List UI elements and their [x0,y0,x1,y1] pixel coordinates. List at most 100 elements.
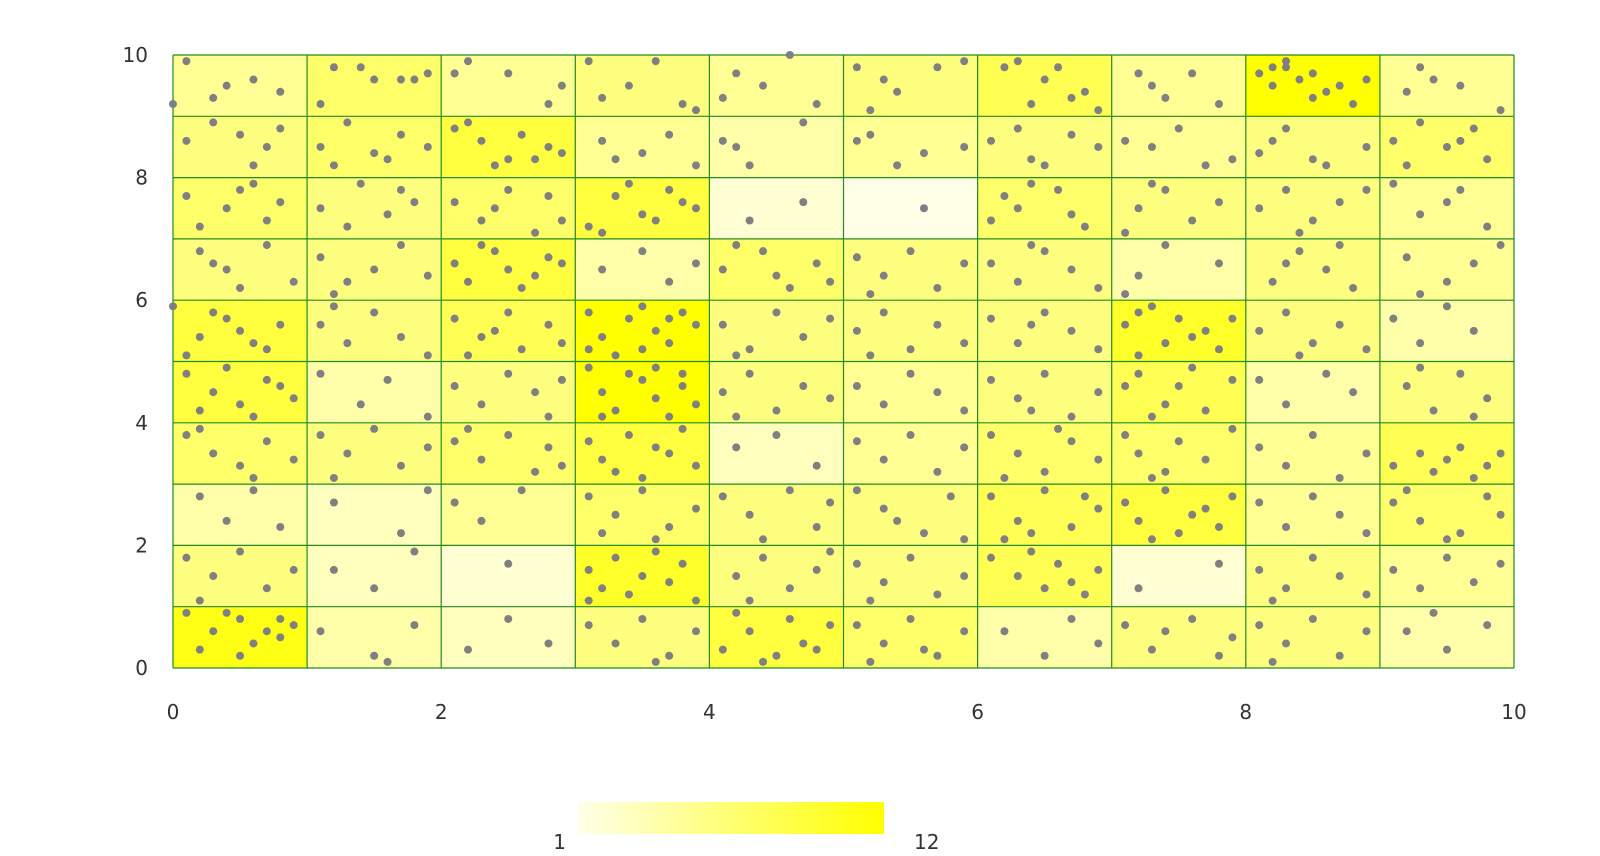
scatter-point [1295,228,1304,237]
grid-lines [172,54,1515,669]
scatter-point [222,363,231,372]
y-tick-label: 6 [135,288,148,312]
scatter-point [651,547,660,556]
scatter-point [1429,75,1438,84]
scatter-point [1067,210,1076,219]
scatter-point [1295,247,1304,256]
scatter-point [960,339,969,348]
scatter-point [638,473,647,482]
scatter-point [1013,572,1022,581]
scatter-point [718,320,727,329]
scatter-point [1362,185,1371,194]
scatter-point [691,259,700,268]
scatter-point [745,369,754,378]
heatmap-cell [441,484,576,546]
scatter-point [879,455,888,464]
scatter-point [893,516,902,525]
scatter-point [182,57,191,66]
scatter-point [1147,645,1156,654]
scatter-point [490,326,499,335]
scatter-point [598,228,607,237]
scatter-point [1214,100,1223,109]
scatter-point [718,492,727,501]
scatter-point [450,314,459,323]
scatter-point [1121,136,1130,145]
scatter-point [477,332,486,341]
scatter-point [195,247,204,256]
scatter-point [1214,259,1223,268]
scatter-point [1255,565,1264,574]
scatter-point [732,142,741,151]
heatmap-cell [709,484,844,546]
scatter-point [276,633,285,642]
visual-map-bar[interactable] [578,802,884,834]
scatter-point [504,265,513,274]
scatter-point [1040,584,1049,593]
scatter-point [1161,400,1170,409]
scatter-point [691,461,700,470]
scatter-point [718,136,727,145]
scatter-point [812,461,821,470]
scatter-point [289,621,298,630]
scatter-point [316,100,325,109]
heatmap-cell [1379,422,1514,485]
scatter-point [906,614,915,623]
scatter-point [866,106,875,115]
scatter-point [531,155,540,164]
scatter-point [1147,81,1156,90]
visual-map[interactable]: 1 12 [553,802,939,854]
scatter-point [370,308,379,317]
scatter-point [1469,326,1478,335]
scatter-point [1268,657,1277,666]
scatter-point [1040,486,1049,495]
scatter-point [584,621,593,630]
scatter-point [665,314,674,323]
scatter-point [665,523,674,532]
scatter-point [826,314,835,323]
scatter-point [1442,535,1451,544]
scatter-point [222,204,231,213]
heatmap-cell [843,116,978,178]
scatter-point [960,57,969,66]
scatter-point [1013,277,1022,286]
scatter-point [678,382,687,391]
scatter-point [852,326,861,335]
heatmap-cell [173,361,308,423]
scatter-point [370,265,379,274]
scatter-point [1201,326,1210,335]
scatter-point [732,241,741,250]
scatter-point [1362,75,1371,84]
scatter-point [1094,455,1103,464]
scatter-point [1282,57,1291,66]
scatter-point [1335,473,1344,482]
scatter-point [1013,339,1022,348]
scatter-point [866,351,875,360]
scatter-point [1054,185,1063,194]
heatmap-cell [575,116,710,178]
scatter-point [1322,265,1331,274]
heatmap-cell [441,116,576,178]
scatter-point [490,161,499,170]
scatter-point [1013,516,1022,525]
scatter-point [1161,93,1170,102]
scatter-point [1255,443,1264,452]
scatter-point [410,621,419,630]
scatter-point [745,627,754,636]
scatter-point [678,100,687,109]
scatter-point [477,455,486,464]
scatter-point [504,185,513,194]
scatter-point [276,614,285,623]
scatter-point [1201,455,1210,464]
scatter-point [1349,283,1358,292]
scatter-point [879,400,888,409]
scatter-point [987,136,996,145]
scatter-point [852,382,861,391]
scatter-point [1362,449,1371,458]
scatter-point [1335,81,1344,90]
scatter-point [1295,351,1304,360]
scatter-point [464,57,473,66]
scatter-point [477,216,486,225]
scatter-point [1322,369,1331,378]
scatter-point [1389,136,1398,145]
scatter-point [236,461,245,470]
